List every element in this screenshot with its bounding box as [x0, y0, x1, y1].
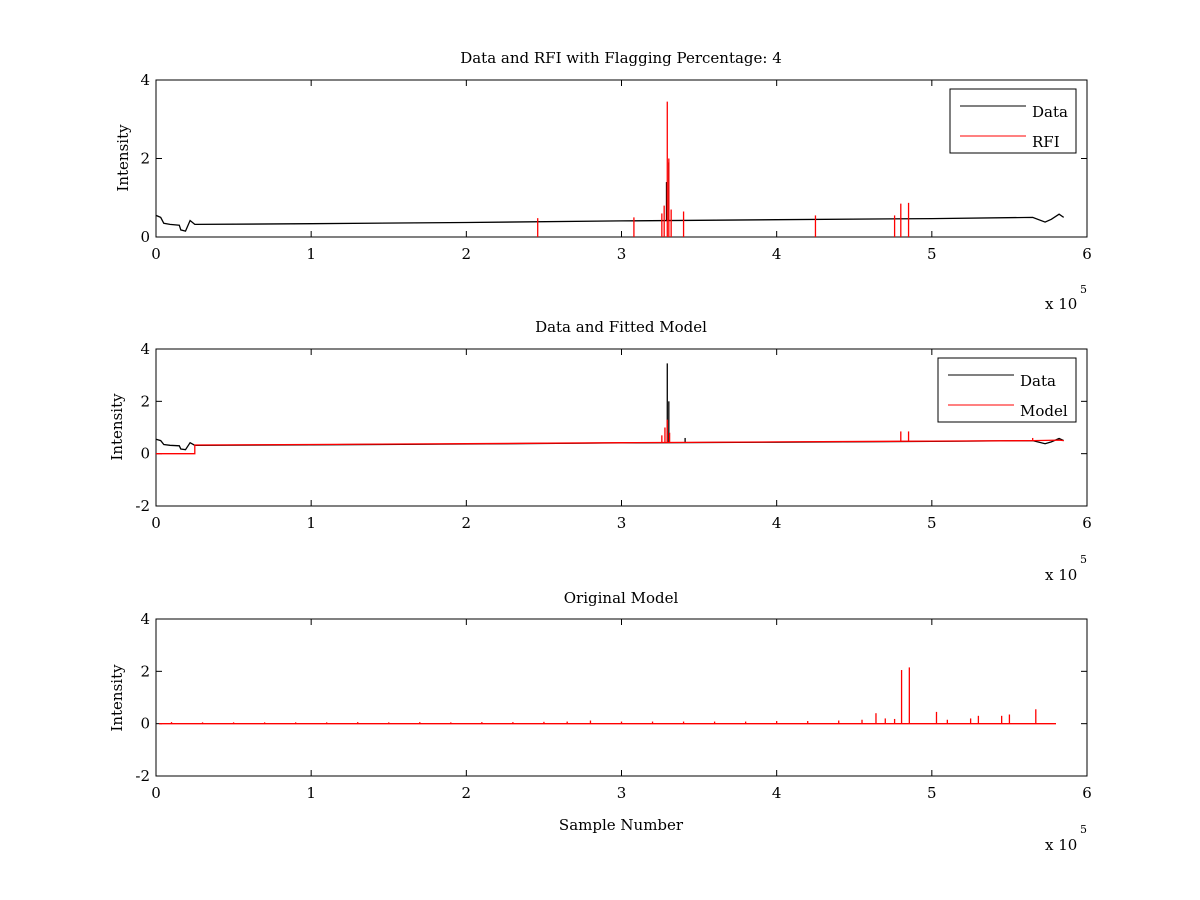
x-tick-label: 4	[772, 245, 782, 263]
chart-panel-2: Data and Fitted Model Intensity x 10 5 0…	[108, 318, 1092, 584]
x-tick-label: 1	[306, 784, 316, 802]
model-series	[156, 419, 1064, 455]
x-tick-label: 6	[1082, 514, 1092, 532]
series-series	[159, 667, 1056, 725]
legend-label: Model	[1020, 402, 1068, 420]
legend-box	[949, 88, 1077, 154]
y-tick-label: 2	[140, 150, 150, 168]
x-multiplier-base: x 10	[1045, 295, 1077, 313]
y-tick-label: 2	[140, 662, 150, 680]
y-tick-label: 0	[140, 715, 150, 733]
chart-title: Data and Fitted Model	[535, 318, 707, 336]
x-multiplier-exponent: 5	[1080, 823, 1087, 836]
x-tick-label: 2	[462, 514, 472, 532]
x-axis-multiplier: x 10 5	[1045, 823, 1087, 854]
legend-label: Data	[1020, 372, 1056, 390]
x-tick-label: 6	[1082, 245, 1092, 263]
x-tick-label: 4	[772, 784, 782, 802]
x-axis-label: Sample Number	[559, 816, 684, 834]
model-series-line	[156, 439, 1064, 455]
chart-panel-1: Data and RFI with Flagging Percentage: 4…	[114, 49, 1092, 313]
chart-title: Original Model	[564, 589, 679, 607]
x-tick-label: 3	[617, 784, 627, 802]
y-axis-label: Intensity	[108, 664, 126, 732]
chart-title: Data and RFI with Flagging Percentage: 4	[460, 49, 782, 67]
y-tick-label: 0	[140, 445, 150, 463]
legend-label: RFI	[1032, 133, 1060, 151]
y-axis-label: Intensity	[114, 124, 132, 192]
x-tick-label: 3	[617, 514, 627, 532]
chart-panel-3: Original Model Intensity Sample Number x…	[108, 589, 1092, 854]
legend-label: Data	[1032, 103, 1068, 121]
x-tick-label: 2	[462, 245, 472, 263]
y-tick-label: -2	[135, 767, 150, 785]
x-tick-label: 4	[772, 514, 782, 532]
x-multiplier-base: x 10	[1045, 836, 1077, 854]
data-series-line	[155, 213, 1065, 232]
x-tick-label: 5	[927, 514, 937, 532]
x-multiplier-exponent: 5	[1080, 553, 1087, 566]
x-axis-multiplier: x 10 5	[1045, 283, 1087, 313]
x-tick-label: 6	[1082, 784, 1092, 802]
y-tick-label: 2	[140, 392, 150, 410]
legend-box	[937, 357, 1077, 423]
x-tick-label: 1	[306, 514, 316, 532]
x-axis-multiplier: x 10 5	[1045, 553, 1087, 584]
rfi-series	[537, 101, 910, 237]
x-tick-label: 0	[151, 245, 161, 263]
x-tick-label: 1	[306, 245, 316, 263]
x-multiplier-base: x 10	[1045, 566, 1077, 584]
legend: Data Model	[937, 357, 1077, 423]
x-tick-label: 0	[151, 784, 161, 802]
y-tick-label: 4	[140, 610, 150, 628]
x-tick-label: 0	[151, 514, 161, 532]
x-tick-label: 5	[927, 784, 937, 802]
y-tick-label: 4	[140, 340, 150, 358]
y-axis-label: Intensity	[108, 393, 126, 461]
x-tick-label: 2	[462, 784, 472, 802]
legend: Data RFI	[949, 88, 1077, 154]
x-tick-label: 5	[927, 245, 937, 263]
y-tick-label: 4	[140, 71, 150, 89]
y-tick-label: -2	[135, 497, 150, 515]
y-tick-label: 0	[140, 228, 150, 246]
x-multiplier-exponent: 5	[1080, 283, 1087, 296]
x-tick-label: 3	[617, 245, 627, 263]
